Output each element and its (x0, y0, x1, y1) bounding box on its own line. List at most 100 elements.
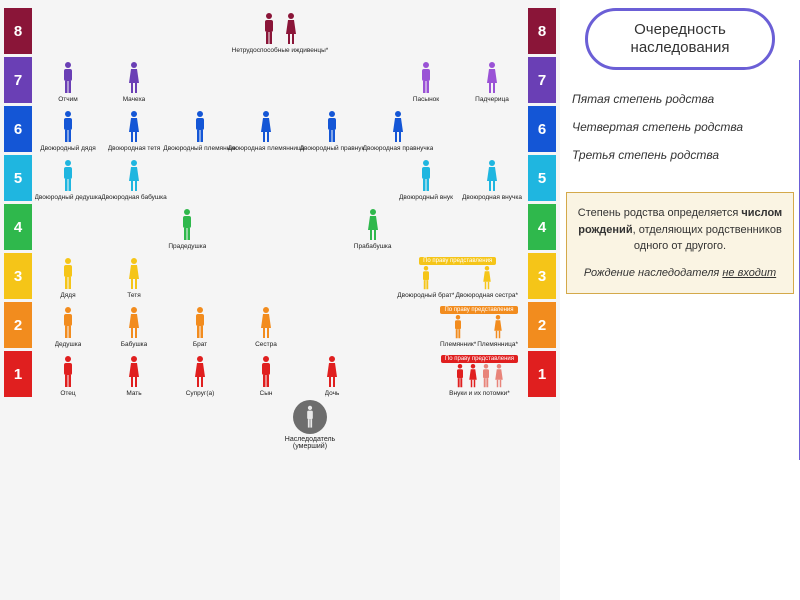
person-label: Отчим (58, 96, 78, 103)
person-icon (324, 355, 340, 389)
person: Дядя (38, 257, 98, 299)
degree-4: Четвертая степень родства (572, 120, 794, 134)
person: Сестра (236, 306, 296, 348)
person-label: Дочь (325, 390, 340, 397)
person-icon (418, 159, 434, 193)
tier-num-left: 1 (4, 351, 32, 397)
person: Мачеха (104, 61, 164, 103)
person-icon (60, 355, 76, 389)
person-icon (452, 314, 464, 340)
rep-person: Племянница* (477, 314, 518, 348)
person-icon (365, 208, 381, 242)
person-label: Сын (260, 390, 273, 397)
person-label: Двоюродная сестра* (455, 292, 518, 299)
tier-row-8: 8Нетрудоспособные иждивенцы*8 (4, 8, 556, 54)
page-title: Очередность наследования (585, 8, 775, 70)
person: Дочь (302, 355, 362, 397)
person-icon (179, 208, 195, 242)
person: Бабушка (104, 306, 164, 348)
rep-person: Двоюродная сестра* (455, 265, 518, 299)
person: Прадедушка (157, 208, 217, 250)
person: Прабабушка (343, 208, 403, 250)
person-icon (258, 306, 274, 340)
tier-row-1: 1ОтецМатьСупруг(а)СынДочь По праву предс… (4, 351, 556, 397)
person-icon (492, 314, 504, 340)
person-label: Двоюродная бабушка (101, 194, 167, 201)
originator-label: Наследодатель(умерший) (285, 436, 335, 450)
person-icon (304, 405, 316, 429)
person-icon (324, 110, 340, 144)
person: Двоюродная племянница (236, 110, 296, 152)
person-label: Двоюродный племянник (163, 145, 236, 152)
tier-num-left: 6 (4, 106, 32, 152)
person: Двоюродная правнучка (368, 110, 428, 152)
person-label: Племянница* (477, 341, 518, 348)
person-icon (467, 363, 479, 389)
person-icon (60, 306, 76, 340)
rep-group: По праву представления Племянник*Племянн… (440, 306, 522, 348)
person-icon (126, 306, 142, 340)
tier-row-7: 7ОтчимМачехаПасынокПадчерица7 (4, 57, 556, 103)
person: Двоюродный правнук (302, 110, 362, 152)
person-icon (283, 12, 299, 46)
tier-num-right: 6 (528, 106, 556, 152)
tier-num-left: 5 (4, 155, 32, 201)
tier-row-3: 3 Дядя Тетя По праву представления Двоюрод… (4, 253, 556, 299)
rep-person: Племянник* (440, 314, 476, 348)
person: Двоюродная бабушка (104, 159, 164, 201)
person-label: Супруг(а) (186, 390, 215, 397)
degree-5: Пятая степень родства (572, 92, 794, 106)
person-label: Двоюродный дедушка (35, 194, 102, 201)
person: Двоюродный дедушка (38, 159, 98, 201)
person-icon (126, 159, 142, 193)
person: Сын (236, 355, 296, 397)
person: Падчерица (462, 61, 522, 103)
person-icon (258, 355, 274, 389)
person-label: Тетя (127, 292, 141, 299)
person: Двоюродный внук (396, 159, 456, 201)
person-label: Двоюродный брат* (397, 292, 454, 299)
person-icon (126, 257, 142, 291)
person-icon (126, 61, 142, 95)
rep-group-label: Внуки и их потомки* (449, 390, 510, 397)
person-icon (418, 61, 434, 95)
person-label: Брат (193, 341, 207, 348)
person-icon (484, 159, 500, 193)
person-icon (493, 363, 505, 389)
tier-num-right: 4 (528, 204, 556, 250)
center-label: Нетрудоспособные иждивенцы* (232, 47, 329, 54)
person-label: Двоюродная правнучка (363, 145, 434, 152)
tier-num-right: 3 (528, 253, 556, 299)
person-label: Падчерица (475, 96, 509, 103)
person-icon (480, 363, 492, 389)
person-label: Пасынок (413, 96, 439, 103)
person-icon (192, 355, 208, 389)
person: Брат (170, 306, 230, 348)
tier-num-right: 7 (528, 57, 556, 103)
person: Двоюродный племянник (170, 110, 230, 152)
person-icon (484, 61, 500, 95)
person-icon (60, 110, 76, 144)
tier-num-right: 5 (528, 155, 556, 201)
person-icon (390, 110, 406, 144)
person-label: Бабушка (121, 341, 148, 348)
tier-num-left: 8 (4, 8, 32, 54)
degree-3: Третья степень родства (572, 148, 794, 162)
person-icon (258, 110, 274, 144)
person-label: Прадедушка (168, 243, 206, 250)
rep-person (480, 363, 492, 389)
tier-num-right: 2 (528, 302, 556, 348)
rep-person (467, 363, 479, 389)
person: Отец (38, 355, 98, 397)
person-icon (60, 257, 76, 291)
person: Двоюродная тетя (104, 110, 164, 152)
person-icon (261, 12, 277, 46)
person-label: Двоюродный внук (399, 194, 453, 201)
originator: Наследодатель(умерший) (64, 400, 556, 450)
person-label: Дедушка (55, 341, 82, 348)
tier-row-4: 4ПрадедушкаПрабабушка4 (4, 204, 556, 250)
tier-row-6: 6Двоюродный дядяДвоюродная тетяДвоюродны… (4, 106, 556, 152)
person-label: Отец (60, 390, 75, 397)
rep-group: По праву представления Двоюродный брат*Д… (397, 257, 522, 299)
info-box: Степень родства определяется числом рожд… (566, 192, 794, 294)
